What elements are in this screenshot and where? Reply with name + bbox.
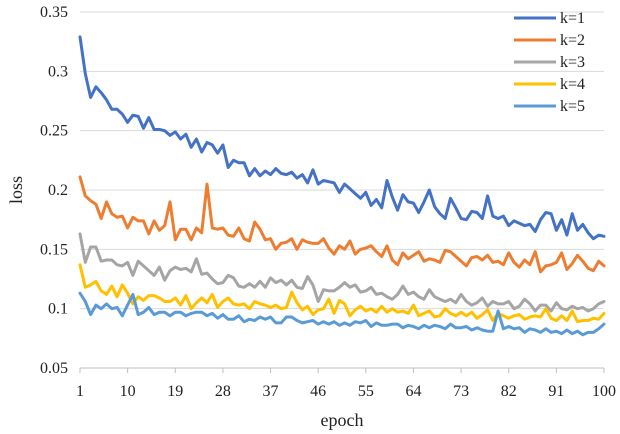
x-tick-label: 10	[120, 383, 136, 400]
y-tick-label: 0.2	[48, 182, 68, 199]
y-tick-label: 0.15	[40, 241, 68, 258]
x-tick-label: 1	[76, 383, 84, 400]
y-axis-ticks: 0.05 0.1 0.15 0.2 0.25 0.3 0.35	[40, 4, 68, 377]
series-line-k3	[78, 232, 606, 313]
x-axis-title: epoch	[321, 410, 364, 430]
x-tick-label: 73	[453, 383, 469, 400]
series-line-k5	[78, 291, 606, 337]
legend-label: k=3	[560, 54, 585, 71]
y-tick-label: 0.3	[48, 63, 68, 80]
legend: k=1 k=2 k=3 k=4 k=5	[514, 10, 585, 115]
x-tick-label: 91	[548, 383, 564, 400]
series-lines	[78, 35, 606, 337]
y-tick-label: 0.35	[40, 4, 68, 21]
x-tick-label: 100	[592, 383, 616, 400]
y-tick-label: 0.05	[40, 360, 68, 377]
horizontal-gridlines	[80, 11, 604, 310]
series-line-k1	[78, 35, 606, 241]
x-tick-label: 28	[215, 383, 231, 400]
x-tick-label: 19	[167, 383, 183, 400]
legend-label: k=4	[560, 76, 585, 93]
y-tick-label: 0.1	[48, 301, 68, 318]
x-tick-label: 55	[358, 383, 374, 400]
x-tick-label: 37	[263, 383, 279, 400]
legend-label: k=5	[560, 98, 585, 115]
series-line-k2	[78, 175, 606, 274]
x-axis-ticks: 1 10 19 28 37 46 55 64 73 82 91 100	[76, 368, 616, 400]
legend-label: k=1	[560, 10, 585, 27]
x-tick-label: 82	[501, 383, 517, 400]
legend-label: k=2	[560, 32, 585, 49]
series-line-k4	[78, 263, 606, 324]
y-axis-title: loss	[6, 176, 26, 204]
x-tick-label: 64	[405, 383, 421, 400]
x-tick-label: 46	[310, 383, 326, 400]
y-tick-label: 0.25	[40, 123, 68, 140]
